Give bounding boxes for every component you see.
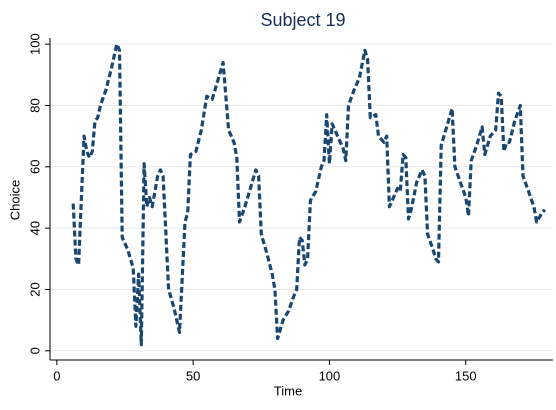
x-tick-label: 0: [53, 368, 60, 383]
x-tick-label: 50: [186, 368, 200, 383]
y-tick-label: 20: [27, 282, 42, 296]
x-axis-title: Time: [274, 383, 302, 398]
y-tick-label: 40: [27, 221, 42, 235]
y-tick-label: 60: [27, 160, 42, 174]
y-tick-label: 80: [27, 98, 42, 112]
y-tick-label: 100: [27, 33, 42, 55]
y-axis-title: Choice: [7, 180, 22, 220]
chart-title: Subject 19: [260, 10, 345, 30]
x-tick-label: 100: [319, 368, 341, 383]
y-tick-label: 0: [27, 347, 42, 354]
data-line: [71, 42, 547, 347]
x-tick-label: 150: [455, 368, 477, 383]
